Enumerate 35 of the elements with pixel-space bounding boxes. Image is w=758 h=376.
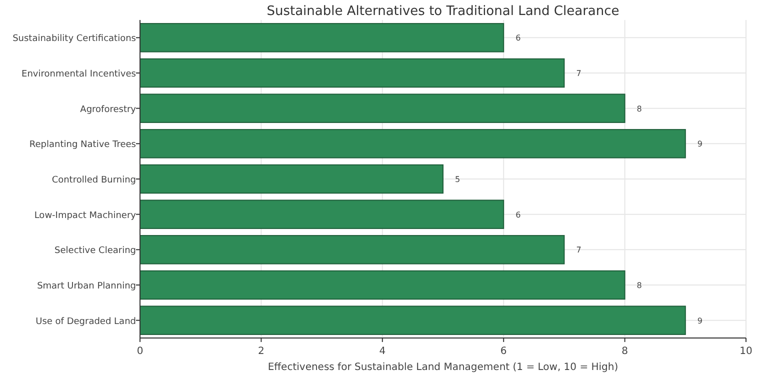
y-tick-label: Replanting Native Trees (29, 140, 136, 150)
data-label: 6 (516, 210, 521, 220)
x-tick-label: 4 (379, 346, 386, 357)
bar (140, 200, 504, 229)
y-tick-label: Smart Urban Planning (37, 282, 136, 292)
bar (140, 23, 504, 52)
x-tick-label: 0 (136, 346, 144, 357)
x-axis-title: Effectiveness for Sustainable Land Management (1 = Low, 10 = High) (268, 362, 618, 373)
data-label: 5 (455, 175, 460, 184)
data-label: 8 (636, 104, 642, 114)
y-tick-label: Sustainability Certifications (12, 34, 136, 44)
y-tick-label: Agroforestry (80, 104, 137, 115)
x-tick-label: 10 (740, 346, 752, 357)
bar (140, 129, 686, 158)
data-label: 9 (697, 316, 702, 326)
bar (140, 94, 626, 123)
data-label: 7 (576, 69, 582, 78)
chart-title: Sustainable Alternatives to Traditional Land Clearance (266, 4, 620, 19)
x-tick-label: 8 (622, 346, 628, 357)
bar (140, 270, 626, 300)
y-tick-label: Use of Degraded Land (36, 316, 136, 327)
bar (140, 58, 565, 88)
y-tick-label: Selective Clearing (54, 246, 136, 256)
data-label: 6 (516, 34, 521, 43)
bar (140, 235, 565, 264)
bar (140, 164, 444, 194)
x-tick-label: 6 (500, 346, 507, 357)
y-tick-label: Environmental Incentives (22, 70, 136, 80)
data-label: 7 (576, 246, 582, 255)
y-tick-label: Controlled Burning (52, 176, 136, 186)
bar (140, 306, 686, 335)
x-tick-label: 2 (258, 346, 264, 357)
data-label: 9 (697, 140, 702, 149)
y-tick-label: Low-Impact Machinery (34, 210, 137, 221)
data-label: 8 (636, 281, 642, 290)
